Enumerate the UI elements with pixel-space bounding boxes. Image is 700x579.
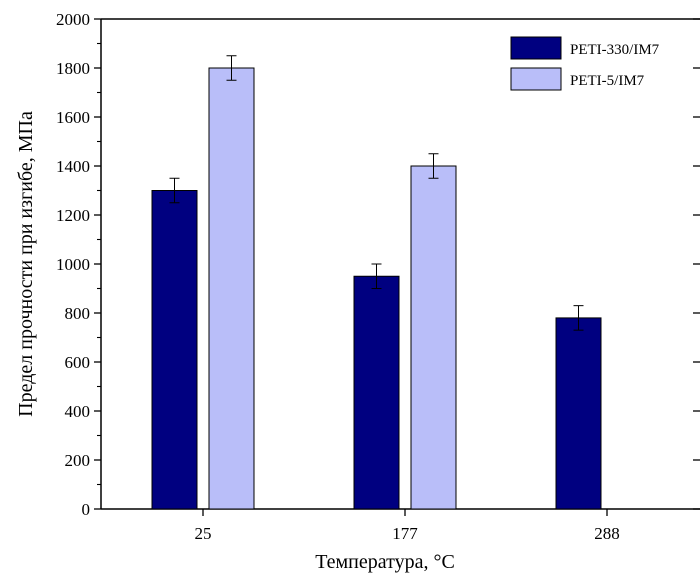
y-axis: 0 200 400 600 800 1000 1200 1400 1600 1800 2000 [56, 10, 700, 519]
y-tick-label: 400 [65, 402, 91, 421]
y-tick-label: 600 [65, 353, 91, 372]
legend-swatch [510, 36, 562, 60]
error-bars [169, 55, 584, 331]
x-tick-label: 177 [392, 524, 418, 543]
x-axis: 25 177 288 [195, 509, 620, 543]
bar [410, 165, 457, 510]
bars [151, 67, 602, 510]
y-tick-label: 800 [65, 304, 91, 323]
x-tick-label: 288 [594, 524, 620, 543]
legend-swatch [510, 67, 562, 91]
y-axis-title: Предел прочности при изгибе, МПа [15, 111, 37, 417]
y-tick-label: 1800 [56, 59, 90, 78]
x-tick-label: 25 [195, 524, 212, 543]
legend-label: PETI-330/IM7 [570, 42, 660, 58]
y-tick-label: 200 [65, 451, 91, 470]
bar [555, 317, 602, 510]
x-axis-title: Температура, °C [315, 551, 455, 573]
bar [353, 275, 400, 510]
y-tick-label: 0 [82, 500, 91, 519]
legend: PETI-330/IM7 PETI-5/IM7 [510, 36, 660, 91]
y-tick-label: 1600 [56, 108, 90, 127]
y-tick-label: 2000 [56, 10, 90, 29]
bar [151, 190, 198, 510]
legend-label: PETI-5/IM7 [570, 73, 645, 89]
bar [208, 67, 255, 510]
y-tick-label: 1000 [56, 255, 90, 274]
y-tick-label: 1400 [56, 157, 90, 176]
y-tick-label: 1200 [56, 206, 90, 225]
